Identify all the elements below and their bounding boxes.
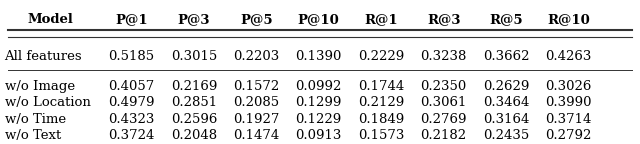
Text: R@3: R@3 [427,13,460,26]
Text: 0.2048: 0.2048 [171,129,217,142]
Text: 0.4979: 0.4979 [108,96,155,109]
Text: P@3: P@3 [177,13,210,26]
Text: 0.3015: 0.3015 [171,50,217,63]
Text: 0.2182: 0.2182 [420,129,467,142]
Text: 0.3238: 0.3238 [420,50,467,63]
Text: Model: Model [28,13,74,26]
Text: R@10: R@10 [547,13,590,26]
Text: 0.3164: 0.3164 [483,113,529,126]
Text: 0.4057: 0.4057 [108,80,154,93]
Text: w/o Time: w/o Time [4,113,66,126]
Text: 0.3724: 0.3724 [108,129,155,142]
Text: w/o Image: w/o Image [4,80,75,93]
Text: w/o Text: w/o Text [4,129,61,142]
Text: 0.3714: 0.3714 [545,113,592,126]
Text: 0.1849: 0.1849 [358,113,404,126]
Text: 0.0992: 0.0992 [296,80,342,93]
Text: 0.2229: 0.2229 [358,50,404,63]
Text: R@1: R@1 [364,13,398,26]
Text: 0.2169: 0.2169 [171,80,217,93]
Text: P@10: P@10 [298,13,340,26]
Text: 0.1390: 0.1390 [296,50,342,63]
Text: 0.2435: 0.2435 [483,129,529,142]
Text: 0.2350: 0.2350 [420,80,467,93]
Text: R@5: R@5 [489,13,523,26]
Text: 0.1572: 0.1572 [233,80,280,93]
Text: 0.1229: 0.1229 [296,113,342,126]
Text: 0.2851: 0.2851 [171,96,217,109]
Text: 0.2085: 0.2085 [233,96,279,109]
Text: 0.2129: 0.2129 [358,96,404,109]
Text: 0.4263: 0.4263 [545,50,592,63]
Text: 0.2629: 0.2629 [483,80,529,93]
Text: 0.5185: 0.5185 [108,50,154,63]
Text: 0.3061: 0.3061 [420,96,467,109]
Text: 0.1744: 0.1744 [358,80,404,93]
Text: 0.2792: 0.2792 [545,129,592,142]
Text: 0.3662: 0.3662 [483,50,529,63]
Text: 0.1474: 0.1474 [233,129,280,142]
Text: 0.3464: 0.3464 [483,96,529,109]
Text: w/o Location: w/o Location [4,96,90,109]
Text: P@5: P@5 [240,13,273,26]
Text: 0.2203: 0.2203 [233,50,280,63]
Text: 0.3990: 0.3990 [545,96,592,109]
Text: All features: All features [4,50,82,63]
Text: 0.1299: 0.1299 [296,96,342,109]
Text: 0.0913: 0.0913 [296,129,342,142]
Text: 0.2769: 0.2769 [420,113,467,126]
Text: 0.1573: 0.1573 [358,129,404,142]
Text: P@1: P@1 [115,13,148,26]
Text: 0.3026: 0.3026 [545,80,592,93]
Text: 0.2596: 0.2596 [171,113,217,126]
Text: 0.4323: 0.4323 [108,113,155,126]
Text: 0.1927: 0.1927 [233,113,280,126]
